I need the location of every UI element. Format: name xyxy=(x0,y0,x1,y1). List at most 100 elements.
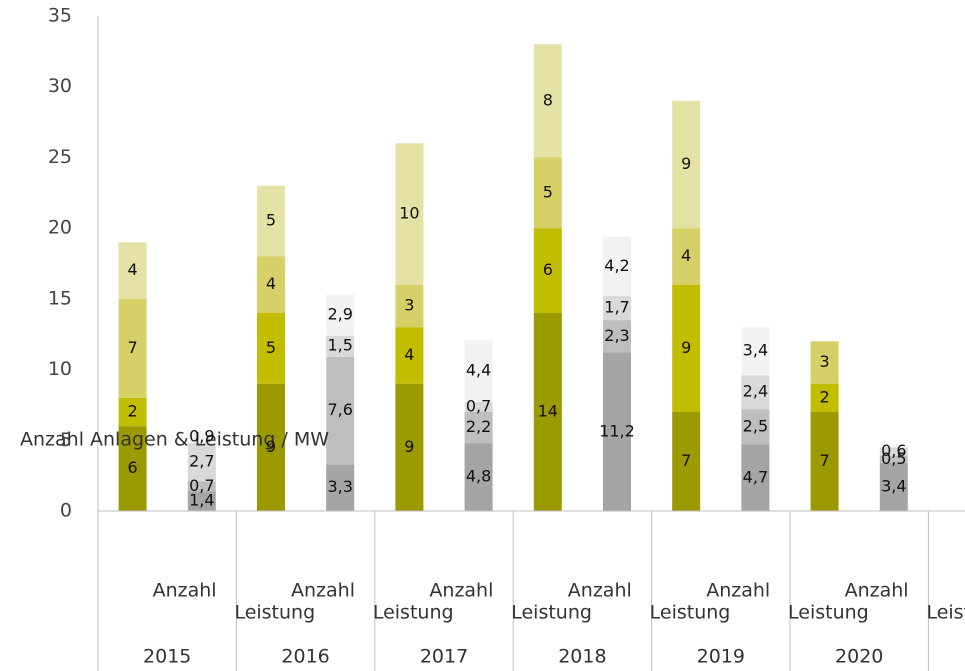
bar-segment xyxy=(603,236,631,297)
y-tick-label: 5 xyxy=(60,429,72,451)
x-tick-label: Leistung xyxy=(926,602,965,624)
value-label: 2,5 xyxy=(743,416,768,435)
value-label: 6 xyxy=(128,458,138,477)
value-label: 9 xyxy=(404,437,414,456)
bar-segment xyxy=(741,375,770,410)
value-label: 10 xyxy=(399,204,419,223)
value-label: 9 xyxy=(681,338,691,357)
y-tick-label: 15 xyxy=(48,287,72,309)
bar-segment xyxy=(118,397,147,427)
value-label: 7,6 xyxy=(327,400,352,419)
value-label: 2,2 xyxy=(466,417,491,436)
value-label: 4 xyxy=(266,274,276,293)
bar-segment xyxy=(464,443,493,511)
y-tick-label: 25 xyxy=(48,146,72,168)
value-label: 4 xyxy=(681,246,691,265)
x-group-label: 2017 xyxy=(420,646,468,668)
x-tick-label: Anzahl xyxy=(291,580,355,602)
value-label: 0,5 xyxy=(881,449,906,468)
y-tick-label: 20 xyxy=(48,217,72,239)
plot xyxy=(118,44,908,511)
y-tick-label: 10 xyxy=(48,358,72,380)
value-label: 11,2 xyxy=(599,421,635,440)
value-label: 0,7 xyxy=(189,476,214,495)
value-label: 4,4 xyxy=(466,360,491,379)
value-label: 1,4 xyxy=(189,491,214,510)
bar-segment xyxy=(257,185,285,257)
x-tick-label: Leistung xyxy=(373,602,454,624)
value-label: 6 xyxy=(543,260,553,279)
x-tick-label: Anzahl xyxy=(706,580,770,602)
x-tick-label: Leistung xyxy=(650,602,731,624)
bar-segment xyxy=(672,228,701,285)
value-label: 5 xyxy=(266,211,276,230)
x-tick-label: Leistung xyxy=(234,602,315,624)
x-group-label: 2020 xyxy=(835,646,883,668)
x-tick-label: Anzahl xyxy=(153,580,217,602)
value-label: 7 xyxy=(681,451,691,470)
value-label: 1,5 xyxy=(327,336,352,355)
bar-segment xyxy=(257,383,285,511)
x-tick-label: Leistung xyxy=(788,602,869,624)
bar-segment xyxy=(810,341,839,384)
bar-segment xyxy=(603,296,631,321)
bar-segment xyxy=(533,157,562,229)
value-label: 0,7 xyxy=(466,397,491,416)
bar-segment xyxy=(672,100,701,229)
bar-segment xyxy=(326,356,355,465)
bar-segment xyxy=(118,298,147,398)
value-label: 2,4 xyxy=(743,382,768,401)
bar-segment xyxy=(810,383,839,412)
bar-segment xyxy=(326,464,355,511)
bar-segment xyxy=(464,339,493,403)
value-label: 1,7 xyxy=(604,298,629,317)
y-tick-label: 30 xyxy=(48,75,72,97)
value-label: 7 xyxy=(820,451,830,470)
bar-segment xyxy=(395,327,424,384)
x-tick-label: Anzahl xyxy=(845,580,909,602)
value-label: 9 xyxy=(681,154,691,173)
bar-segment xyxy=(741,409,770,445)
bar-segment xyxy=(603,320,631,353)
bar-segment xyxy=(464,402,493,412)
bar-segment xyxy=(533,313,562,511)
y-tick-label: 35 xyxy=(48,5,72,27)
bar-segment xyxy=(464,412,493,444)
x-tick-label: Leistung xyxy=(511,602,592,624)
value-label: 4,2 xyxy=(604,256,629,275)
bar-segment xyxy=(533,228,562,313)
bar-segment xyxy=(533,44,562,158)
value-label: 5 xyxy=(266,338,276,357)
value-label: 0,9 xyxy=(189,426,214,445)
value-label: 3 xyxy=(404,295,414,314)
bar-segment xyxy=(603,352,631,511)
bar-segment xyxy=(118,426,147,511)
bar-segment xyxy=(810,412,839,511)
bar-segment xyxy=(879,455,908,463)
bar-segment xyxy=(395,284,424,328)
bar-segment xyxy=(741,444,770,511)
value-label: 3,4 xyxy=(743,341,768,360)
value-label: 3,3 xyxy=(327,477,352,496)
value-label: 14 xyxy=(538,402,558,421)
axis-title: Anzahl Anlagen & Leistung / MW xyxy=(20,429,329,451)
x-group-label: 2015 xyxy=(143,646,191,668)
x-tick-label: Anzahl xyxy=(568,580,632,602)
value-label: 4 xyxy=(128,260,138,279)
bar-segment xyxy=(741,327,770,376)
value-label: 5 xyxy=(543,182,553,201)
bar-segment xyxy=(879,462,908,511)
value-label: 4,7 xyxy=(743,467,768,486)
value-label: 7 xyxy=(128,338,138,357)
value-label: 2,3 xyxy=(604,326,629,345)
bar-segment xyxy=(672,412,701,511)
x-group-label: 2018 xyxy=(558,646,606,668)
x-tick-label: Anzahl xyxy=(429,580,493,602)
bar-segment xyxy=(187,491,216,511)
bar-segment xyxy=(326,294,355,336)
value-label: 2 xyxy=(820,387,830,406)
value-label: 2,9 xyxy=(327,305,352,324)
bar-segment xyxy=(187,481,216,492)
x-group-label: 2019 xyxy=(697,646,745,668)
bar-segment xyxy=(326,335,355,357)
